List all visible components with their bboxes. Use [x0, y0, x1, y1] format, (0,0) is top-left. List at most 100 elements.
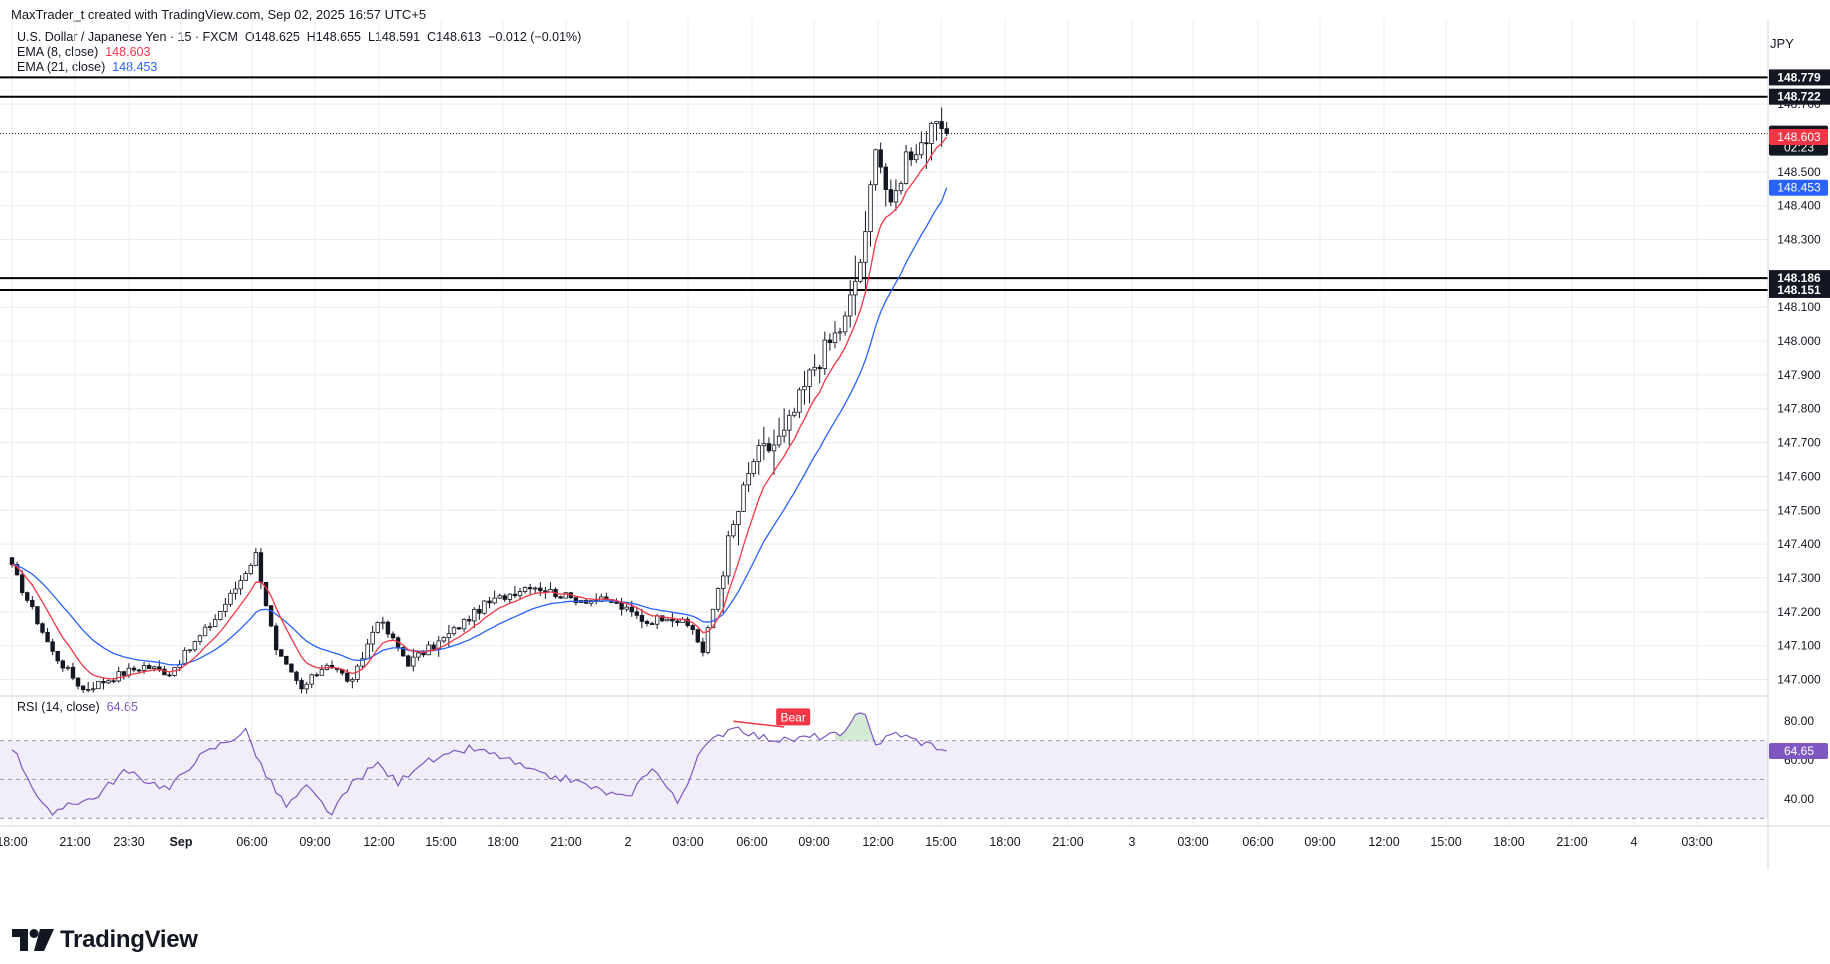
- time-tick-label: 06:00: [1242, 835, 1273, 849]
- candle-body: [50, 641, 55, 652]
- candle-body: [273, 625, 279, 651]
- candle-body: [812, 366, 817, 371]
- candle-body: [736, 511, 741, 525]
- candle-body: [807, 369, 812, 387]
- candle-body: [639, 614, 645, 622]
- candle-body: [781, 429, 787, 437]
- candle-body: [868, 184, 873, 233]
- candle-body: [319, 669, 325, 676]
- price-labels: 148.779148.722148.186148.151148.61302:23…: [1769, 69, 1830, 760]
- candle-body: [365, 643, 370, 660]
- candle-body: [375, 622, 380, 633]
- close-value: 148.613: [436, 30, 482, 44]
- time-tick-label: 18:00: [989, 835, 1020, 849]
- level-price-label: 148.186: [1777, 271, 1821, 285]
- candle-body: [116, 671, 121, 682]
- rsi-overbought-fill: [835, 712, 876, 741]
- price-tick-label: 147.000: [1777, 672, 1821, 686]
- candle-body: [345, 672, 350, 682]
- ema21-price-tag: [1769, 179, 1828, 196]
- candle-body: [350, 679, 355, 682]
- candle-body: [482, 600, 487, 614]
- candle-body: [446, 633, 452, 639]
- candle-body: [573, 597, 579, 603]
- candle-body: [558, 596, 563, 599]
- candle-body: [873, 149, 878, 186]
- candle-body: [360, 658, 365, 667]
- candle-body: [106, 680, 111, 684]
- time-tick-label: 21:00: [1052, 835, 1083, 849]
- candle-body: [121, 671, 126, 676]
- candle-body: [726, 535, 731, 577]
- candle-body: [797, 389, 802, 413]
- time-tick-label: 09:00: [798, 835, 829, 849]
- candle-body: [212, 619, 218, 627]
- candle-body: [431, 644, 436, 650]
- level-price-label: 148.779: [1777, 70, 1821, 84]
- tradingview-logo[interactable]: TradingView: [12, 926, 198, 954]
- price-tick-label: 148.000: [1777, 334, 1821, 348]
- rsi-legend[interactable]: RSI (14, close) 64.65: [17, 700, 138, 714]
- candle-body: [858, 261, 863, 282]
- axes: 147.000 147.100 147.200 147.300 147.400 147.5…: [0, 20, 1830, 870]
- candle-body: [243, 573, 248, 581]
- candle-body: [258, 552, 264, 583]
- tradingview-logo-text: TradingView: [60, 926, 198, 953]
- candle-body: [903, 151, 909, 184]
- price-tick-label: 147.800: [1777, 402, 1821, 416]
- candle-body: [86, 688, 91, 691]
- change-value: −0.012 (−0.01%): [488, 30, 582, 44]
- candle-body: [385, 621, 391, 635]
- candle-body: [614, 602, 619, 604]
- candle-body: [492, 597, 497, 604]
- time-tick-label: 06:00: [236, 835, 267, 849]
- candle-body: [842, 315, 848, 333]
- candle-body: [715, 588, 721, 610]
- high-value: 148.655: [315, 30, 361, 44]
- candle-body: [187, 649, 192, 652]
- time-tick-label: 18:00: [487, 835, 518, 849]
- candle-body: [157, 666, 162, 670]
- candle-body: [19, 574, 25, 593]
- close-label: C: [427, 30, 437, 44]
- time-tick-label: 09:00: [1304, 835, 1335, 849]
- candle-body: [223, 603, 228, 612]
- candle-body: [512, 593, 518, 597]
- ema8-line: [11, 136, 948, 680]
- time-tick-label: 2: [625, 835, 632, 849]
- candle-body: [649, 623, 655, 625]
- candle-body: [40, 623, 45, 633]
- price-tick-label: 147.300: [1777, 571, 1821, 585]
- level-price-label: 148.722: [1777, 90, 1821, 104]
- time-tick-label: 12:00: [862, 835, 893, 849]
- candle-body: [421, 652, 426, 656]
- candle-body: [182, 650, 187, 665]
- symbol-title[interactable]: U.S. Dollar / Japanese Yen · 15 · FXCM: [17, 30, 238, 44]
- high-label: H: [306, 30, 316, 44]
- candle-body: [218, 610, 223, 620]
- candle-body: [477, 608, 482, 614]
- price-tick-label: 147.100: [1777, 639, 1821, 653]
- candle-body: [25, 592, 30, 601]
- candle-body: [207, 626, 213, 628]
- currency-label[interactable]: JPY: [1770, 36, 1794, 51]
- time-tick-label: 15:00: [425, 835, 456, 849]
- ema8-label: EMA (8, close): [17, 45, 99, 59]
- candle-body: [792, 411, 797, 416]
- candle-body: [787, 414, 792, 431]
- candle-body: [233, 588, 238, 594]
- candle-body: [700, 641, 706, 653]
- ema21-legend[interactable]: EMA (21, close) 148.453: [17, 60, 157, 74]
- candle-body: [644, 621, 650, 624]
- time-tick-label: 21:00: [1556, 835, 1587, 849]
- candle-body: [675, 620, 680, 624]
- candle-body: [563, 592, 568, 599]
- time-tick-label: 21:00: [59, 835, 90, 849]
- candle-body: [695, 629, 700, 643]
- rsi-line-layer: Bear: [11, 708, 947, 816]
- candle-body: [228, 592, 233, 605]
- ema8-legend[interactable]: EMA (8, close) 148.603: [17, 45, 150, 59]
- candle-body: [756, 445, 761, 463]
- candle-body: [685, 618, 690, 626]
